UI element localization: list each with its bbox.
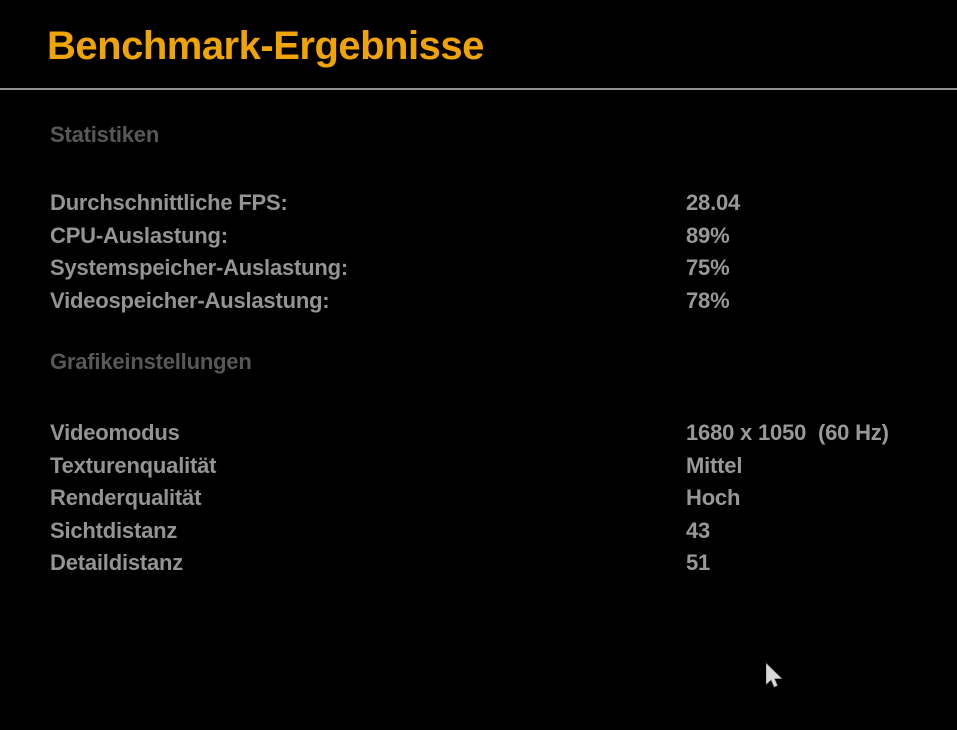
graphics-settings-section-heading: Grafikeinstellungen — [50, 349, 252, 374]
setting-label: Texturenqualität — [50, 452, 217, 478]
setting-value: Mittel — [686, 452, 743, 478]
stat-label: Videospeicher-Auslastung: — [50, 287, 330, 313]
stat-value: 89% — [686, 222, 730, 248]
stat-label: Durchschnittliche FPS: — [50, 190, 288, 215]
stat-value: 75% — [686, 255, 730, 280]
setting-row-view-distance: Sichtdistanz 43 — [50, 515, 930, 548]
page-title: Benchmark-Ergebnisse — [47, 24, 484, 68]
title-divider — [0, 88, 957, 90]
stat-value: 78% — [686, 287, 730, 313]
setting-value: 43 — [686, 517, 711, 543]
stat-row-system-memory-usage: Systemspeicher-Auslastung: 75% — [50, 252, 930, 285]
statistics-section-heading: Statistiken — [50, 122, 160, 147]
setting-label: Videomodus — [50, 420, 180, 445]
stat-row-average-fps: Durchschnittliche FPS: 28.04 — [50, 187, 930, 220]
stat-label: Systemspeicher-Auslastung: — [50, 255, 348, 280]
setting-row-video-mode: Videomodus 1680 x 1050 (60 Hz) — [50, 417, 930, 450]
setting-label: Detaildistanz — [50, 550, 184, 575]
setting-value: 1680 x 1050 (60 Hz) — [686, 420, 889, 445]
stat-label: CPU-Auslastung: — [50, 222, 228, 248]
setting-value: 51 — [686, 550, 711, 575]
setting-row-detail-distance: Detaildistanz 51 — [50, 547, 930, 580]
setting-label: Renderqualität — [50, 485, 202, 510]
statistics-rows: Durchschnittliche FPS: 28.04 CPU-Auslast… — [50, 187, 930, 317]
graphics-settings-rows: Videomodus 1680 x 1050 (60 Hz) Texturenq… — [50, 417, 930, 580]
setting-row-texture-quality: Texturenqualität Mittel — [50, 450, 930, 483]
setting-label: Sichtdistanz — [50, 517, 178, 543]
arrow-pointer-icon — [766, 663, 783, 688]
setting-row-render-quality: Renderqualität Hoch — [50, 482, 930, 515]
stat-row-video-memory-usage: Videospeicher-Auslastung: 78% — [50, 285, 930, 318]
stat-value: 28.04 — [686, 190, 741, 215]
setting-value: Hoch — [686, 485, 741, 510]
stat-row-cpu-usage: CPU-Auslastung: 89% — [50, 220, 930, 253]
